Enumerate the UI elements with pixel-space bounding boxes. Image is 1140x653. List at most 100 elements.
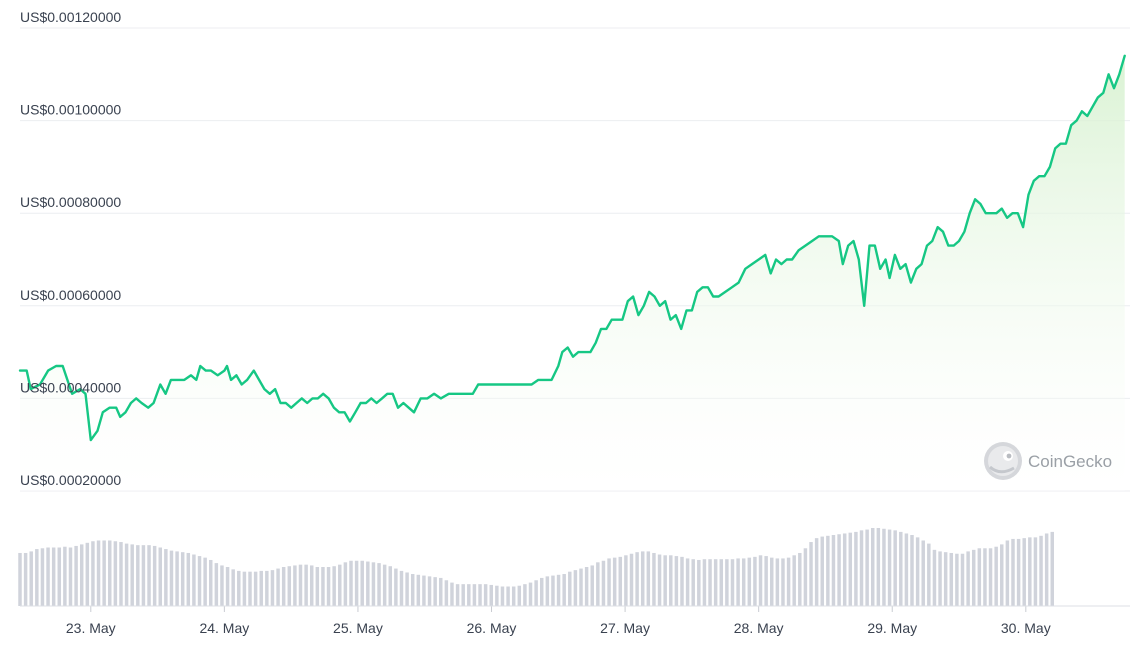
volume-bar — [596, 562, 600, 606]
volume-bar — [764, 556, 768, 606]
volume-bar — [276, 568, 280, 606]
volume-bar — [175, 551, 179, 606]
volume-bar — [433, 577, 437, 606]
x-tick-label: 30. May — [1001, 620, 1051, 636]
volume-bar — [57, 547, 62, 606]
volume-bar — [691, 559, 695, 606]
y-axis-ticks: US$0.00020000 US$0.00040000 US$0.00060000 U… — [20, 9, 121, 488]
volume-bar — [343, 562, 348, 606]
volume-bar — [736, 558, 740, 606]
volume-bar — [584, 567, 589, 606]
volume-bar — [85, 542, 90, 606]
volume-bar — [130, 544, 134, 606]
volume-bar — [265, 570, 269, 606]
volume-bar — [551, 575, 555, 606]
volume-bar — [472, 584, 477, 606]
volume-bar — [792, 555, 796, 606]
volume-bar — [876, 528, 881, 606]
volume-bar — [388, 566, 393, 606]
volume-bar — [186, 552, 191, 606]
x-tick-label: 23. May — [66, 620, 116, 636]
volume-bar — [51, 547, 56, 606]
volume-bar — [646, 551, 651, 606]
volume-bar — [758, 555, 763, 606]
volume-bar — [35, 549, 39, 606]
volume-bar — [63, 546, 67, 606]
volume-bar — [517, 585, 522, 606]
y-tick-label: US$0.00100000 — [20, 102, 121, 118]
y-tick-label: US$0.00060000 — [20, 287, 121, 303]
volume-bar — [382, 564, 387, 606]
volume-bar — [725, 559, 729, 606]
volume-bar — [18, 552, 22, 606]
volume-bar — [713, 559, 718, 606]
volume-bar — [770, 557, 774, 606]
volume-bar — [949, 552, 954, 606]
volume-bar — [349, 560, 353, 606]
volume-bar — [781, 558, 785, 606]
volume-bar — [242, 571, 247, 606]
volume-bar — [848, 532, 853, 606]
price-area-fill — [20, 55, 1125, 492]
volume-bar — [747, 557, 752, 606]
volume-bar — [309, 565, 314, 606]
coingecko-watermark: CoinGecko — [984, 442, 1112, 480]
volume-bar — [399, 570, 404, 606]
volume-bar — [674, 556, 679, 606]
volume-bar — [798, 552, 802, 606]
x-tick-label: 29. May — [867, 620, 917, 636]
volume-bar — [489, 584, 493, 606]
volume-bar — [927, 543, 931, 606]
volume-bar — [657, 554, 662, 606]
volume-bar — [270, 570, 275, 606]
volume-bar — [377, 563, 381, 606]
volume-bar — [786, 557, 791, 606]
volume-bar — [887, 529, 892, 606]
volume-bar — [108, 540, 112, 606]
volume-bar — [455, 584, 460, 606]
volume-bar — [281, 567, 286, 606]
volume-bar — [826, 535, 830, 606]
volume-bar — [994, 546, 998, 606]
volume-bar — [719, 559, 724, 606]
x-tick-label: 28. May — [734, 620, 784, 636]
volume-bar — [697, 559, 701, 606]
volume-bar — [753, 556, 757, 606]
volume-bar — [147, 545, 151, 606]
volume-bar — [416, 574, 421, 606]
volume-bar — [91, 541, 95, 606]
volume-bar — [152, 545, 157, 606]
volume-bar — [921, 540, 925, 606]
x-axis-ticks: 23. May 24. May 25. May 26. May 27. May 28. M… — [20, 605, 1130, 636]
volume-bar — [579, 568, 583, 606]
volume-bar — [540, 577, 544, 606]
volume-bar — [960, 553, 965, 606]
volume-bar — [534, 580, 538, 606]
volume-bar — [293, 565, 297, 606]
volume-bar — [46, 547, 50, 606]
volume-bar — [427, 576, 432, 606]
volume-bar — [893, 530, 897, 606]
volume-bar — [568, 571, 572, 606]
volume-bar — [904, 533, 909, 606]
volume-bar — [932, 549, 937, 606]
volume-bar — [618, 556, 623, 606]
volume-bar — [831, 535, 836, 606]
volume-bar — [842, 533, 847, 606]
volume-bar — [607, 558, 611, 606]
volume-bar — [601, 560, 606, 606]
volume-bar — [180, 552, 185, 606]
volume-bar — [124, 543, 129, 606]
volume-bar — [983, 548, 987, 606]
volume-bar — [231, 569, 235, 606]
volume-bar — [74, 545, 78, 606]
volume-bar — [814, 538, 819, 606]
volume-bar — [971, 549, 976, 606]
volume-bar — [1016, 538, 1021, 606]
volume-bar — [545, 576, 550, 606]
volume-bar — [511, 586, 516, 606]
volume-bar — [556, 574, 561, 606]
volume-bar — [820, 536, 824, 606]
